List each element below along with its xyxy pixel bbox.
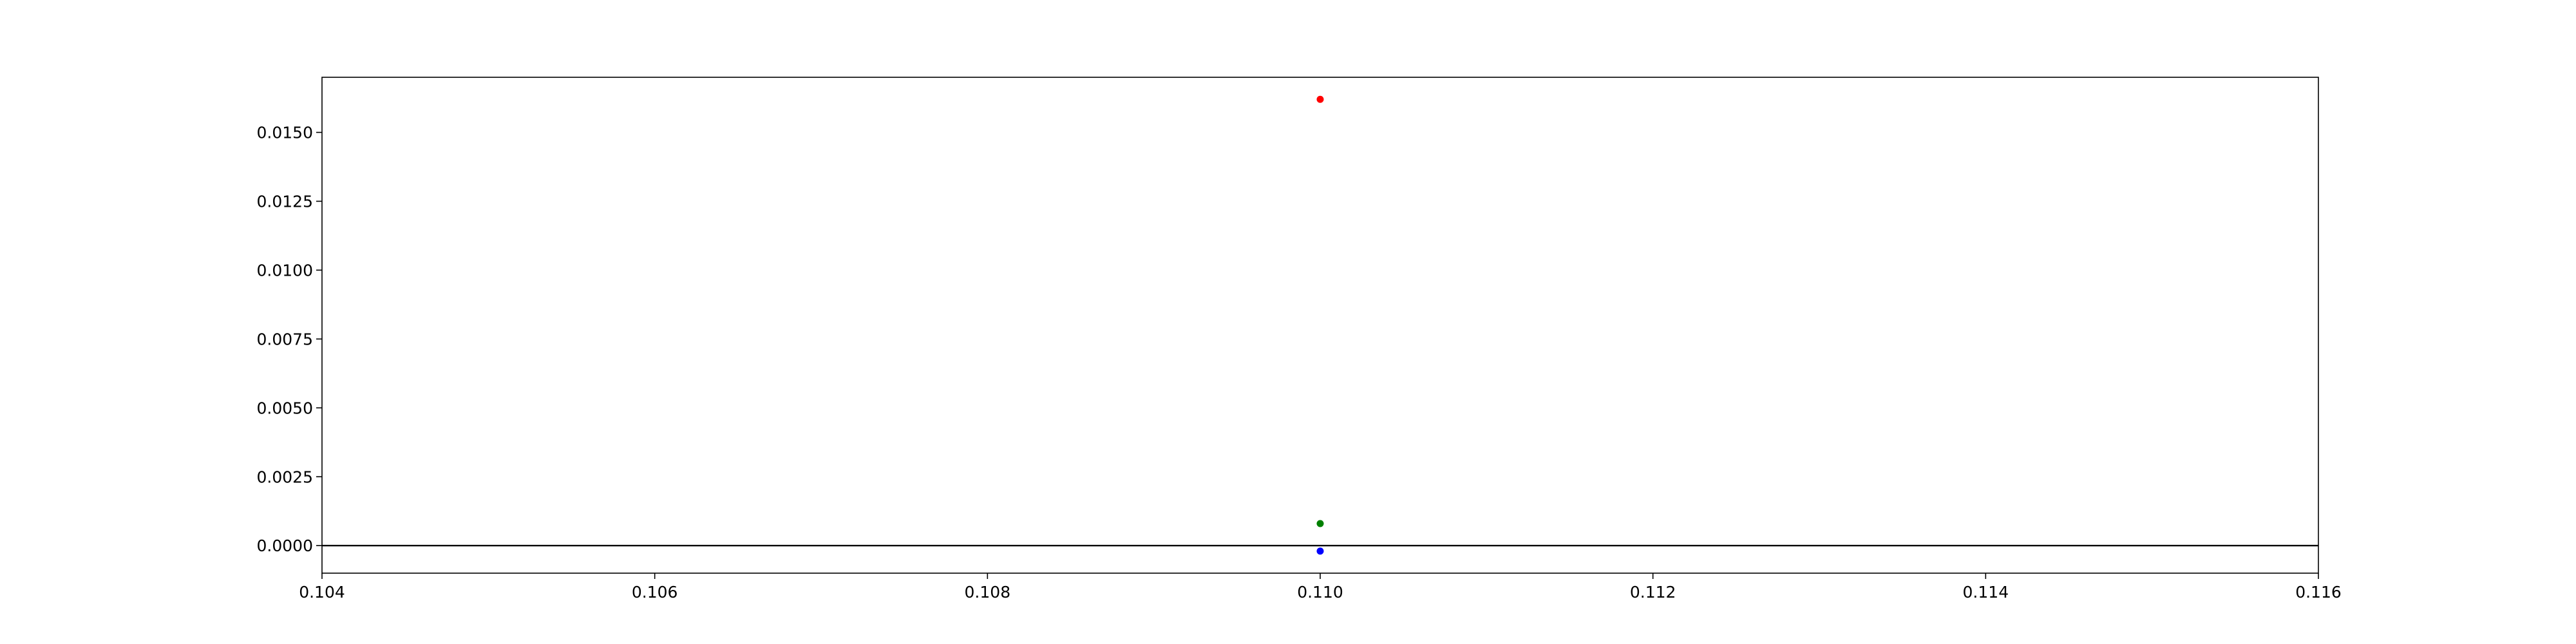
x-tick-label: 0.110 xyxy=(1297,583,1343,601)
x-tick-label: 0.104 xyxy=(299,583,345,601)
x-axis-ticks: 0.104 0.106 0.108 0.110 0.112 0.114 0.116 xyxy=(299,573,2342,601)
y-tick-label: 0.0000 xyxy=(257,536,313,555)
y-tick-label: 0.0075 xyxy=(257,330,313,348)
y-tick-label: 0.0125 xyxy=(257,193,313,211)
y-tick-label: 0.0025 xyxy=(257,468,313,486)
x-tick-label: 0.106 xyxy=(632,583,678,601)
x-tick-label: 0.116 xyxy=(2295,583,2342,601)
y-tick-label: 0.0050 xyxy=(257,399,313,417)
data-point-red xyxy=(1316,95,1324,103)
data-point-green xyxy=(1316,520,1324,527)
data-point-blue xyxy=(1316,547,1324,555)
y-tick-label: 0.0150 xyxy=(257,124,313,142)
plot-area-frame xyxy=(321,77,2319,574)
y-axis-ticks: 0.0000 0.0025 0.0050 0.0075 0.0100 0.0125 0.01… xyxy=(257,124,322,555)
data-points xyxy=(1316,95,1324,555)
x-tick-label: 0.108 xyxy=(965,583,1011,601)
plot-area-background xyxy=(322,77,2318,573)
x-tick-label: 0.114 xyxy=(1963,583,2009,601)
x-tick-label: 0.112 xyxy=(1630,583,1676,601)
y-tick-label: 0.0100 xyxy=(257,261,313,279)
